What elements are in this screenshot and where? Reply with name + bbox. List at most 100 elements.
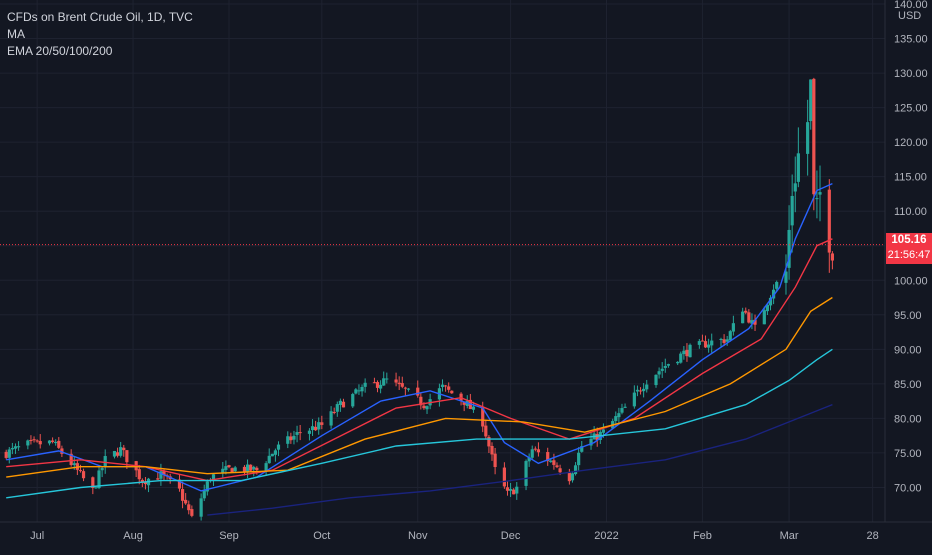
candle-body bbox=[447, 386, 451, 390]
candle-body bbox=[35, 440, 39, 442]
candle-body bbox=[450, 390, 454, 394]
candle-body bbox=[728, 331, 732, 341]
candle-body bbox=[768, 297, 773, 306]
x-tick-label: Jul bbox=[30, 530, 44, 542]
candle-body bbox=[245, 464, 250, 473]
candle-body bbox=[375, 382, 380, 388]
candle-body bbox=[809, 79, 813, 122]
candle-body bbox=[796, 153, 800, 182]
candle-body bbox=[815, 198, 819, 200]
candle-body bbox=[462, 401, 466, 405]
candle-body bbox=[753, 319, 757, 325]
candle-body bbox=[202, 490, 206, 499]
candle-body bbox=[620, 408, 624, 413]
y-tick-label: 125.00 bbox=[894, 103, 928, 115]
candle-body bbox=[546, 452, 550, 462]
x-tick-label: 2022 bbox=[594, 530, 618, 542]
candle-body bbox=[335, 404, 339, 412]
candle-body bbox=[267, 455, 271, 464]
candle-body bbox=[264, 463, 268, 472]
candle-body bbox=[524, 461, 528, 486]
candle-body bbox=[645, 384, 649, 390]
x-tick-label: Feb bbox=[693, 530, 712, 542]
legend-ma[interactable]: MA bbox=[7, 27, 25, 41]
y-tick-label: 90.00 bbox=[894, 344, 922, 356]
candle-body bbox=[249, 464, 253, 471]
candle-body bbox=[227, 465, 231, 468]
candle-body bbox=[205, 481, 209, 492]
candle-body bbox=[177, 479, 182, 489]
candle-body bbox=[137, 469, 141, 480]
candle-body bbox=[660, 368, 664, 371]
y-tick-label: 85.00 bbox=[894, 379, 922, 391]
candle-body bbox=[765, 304, 770, 312]
candle-body bbox=[632, 392, 636, 407]
candle-body bbox=[481, 407, 485, 427]
candle-body bbox=[595, 433, 599, 441]
candle-body bbox=[558, 468, 562, 473]
candle-body bbox=[793, 183, 797, 192]
candle-body bbox=[273, 450, 278, 455]
y-tick-label: 70.00 bbox=[894, 482, 922, 494]
x-tick-label: Oct bbox=[313, 530, 330, 542]
candle-body bbox=[162, 471, 166, 476]
candle-body bbox=[51, 440, 55, 442]
candle-body bbox=[806, 122, 810, 154]
candle-body bbox=[363, 382, 367, 387]
candle-body bbox=[78, 470, 83, 472]
candle-body bbox=[589, 438, 593, 446]
x-tick-label: Aug bbox=[123, 530, 143, 542]
candle-body bbox=[69, 453, 73, 465]
candle-body bbox=[307, 430, 312, 434]
x-tick-label: Nov bbox=[408, 530, 428, 542]
candle-body bbox=[397, 382, 401, 385]
candle-body bbox=[688, 344, 692, 358]
candle-body bbox=[443, 385, 448, 387]
candle-body bbox=[515, 486, 519, 494]
y-tick-label: 135.00 bbox=[894, 34, 928, 46]
candle-body bbox=[403, 387, 407, 389]
candle-body bbox=[747, 312, 751, 323]
currency-label: USD bbox=[898, 10, 921, 22]
candle-body bbox=[697, 341, 701, 345]
candle-body bbox=[527, 457, 531, 462]
x-tick-label: Sep bbox=[219, 530, 239, 542]
series-line-ema100 bbox=[6, 296, 833, 478]
candle-body bbox=[703, 341, 708, 348]
series-line-ema200 bbox=[6, 348, 833, 499]
candle-body bbox=[567, 471, 571, 482]
candle-body bbox=[400, 383, 404, 387]
candle-body bbox=[252, 466, 256, 470]
candle-body bbox=[286, 436, 290, 444]
candle-body bbox=[490, 445, 494, 455]
candle-body bbox=[744, 310, 748, 313]
y-tick-label: 75.00 bbox=[894, 448, 922, 460]
candle-body bbox=[654, 374, 658, 386]
candle-body bbox=[221, 468, 225, 474]
candle-body bbox=[601, 429, 606, 433]
candle-body bbox=[419, 396, 423, 406]
y-tick-label: 110.00 bbox=[894, 206, 927, 218]
chart-legend: CFDs on Brent Crude Oil, 1D, TVC MA EMA … bbox=[7, 9, 193, 60]
candle-body bbox=[707, 344, 711, 348]
candle-body bbox=[289, 436, 293, 441]
series-line-ema20 bbox=[6, 182, 833, 492]
candle-body bbox=[573, 465, 578, 475]
candle-body bbox=[4, 451, 8, 458]
legend-symbol[interactable]: CFDs on Brent Crude Oil, 1D, TVC bbox=[7, 10, 193, 24]
candle-body bbox=[663, 365, 667, 368]
candle-body bbox=[710, 340, 714, 346]
candle-body bbox=[230, 468, 234, 473]
candle-body bbox=[91, 477, 95, 488]
candle-body bbox=[487, 436, 491, 447]
candle-body bbox=[360, 386, 364, 392]
candle-body bbox=[310, 426, 315, 431]
candle-body bbox=[332, 412, 336, 414]
legend-ema[interactable]: EMA 20/50/100/200 bbox=[7, 44, 113, 58]
candle-body bbox=[180, 489, 185, 501]
candle-body bbox=[508, 488, 513, 491]
y-tick-label: 130.00 bbox=[894, 68, 928, 80]
candle-body bbox=[657, 371, 661, 375]
candle-body bbox=[295, 432, 299, 435]
